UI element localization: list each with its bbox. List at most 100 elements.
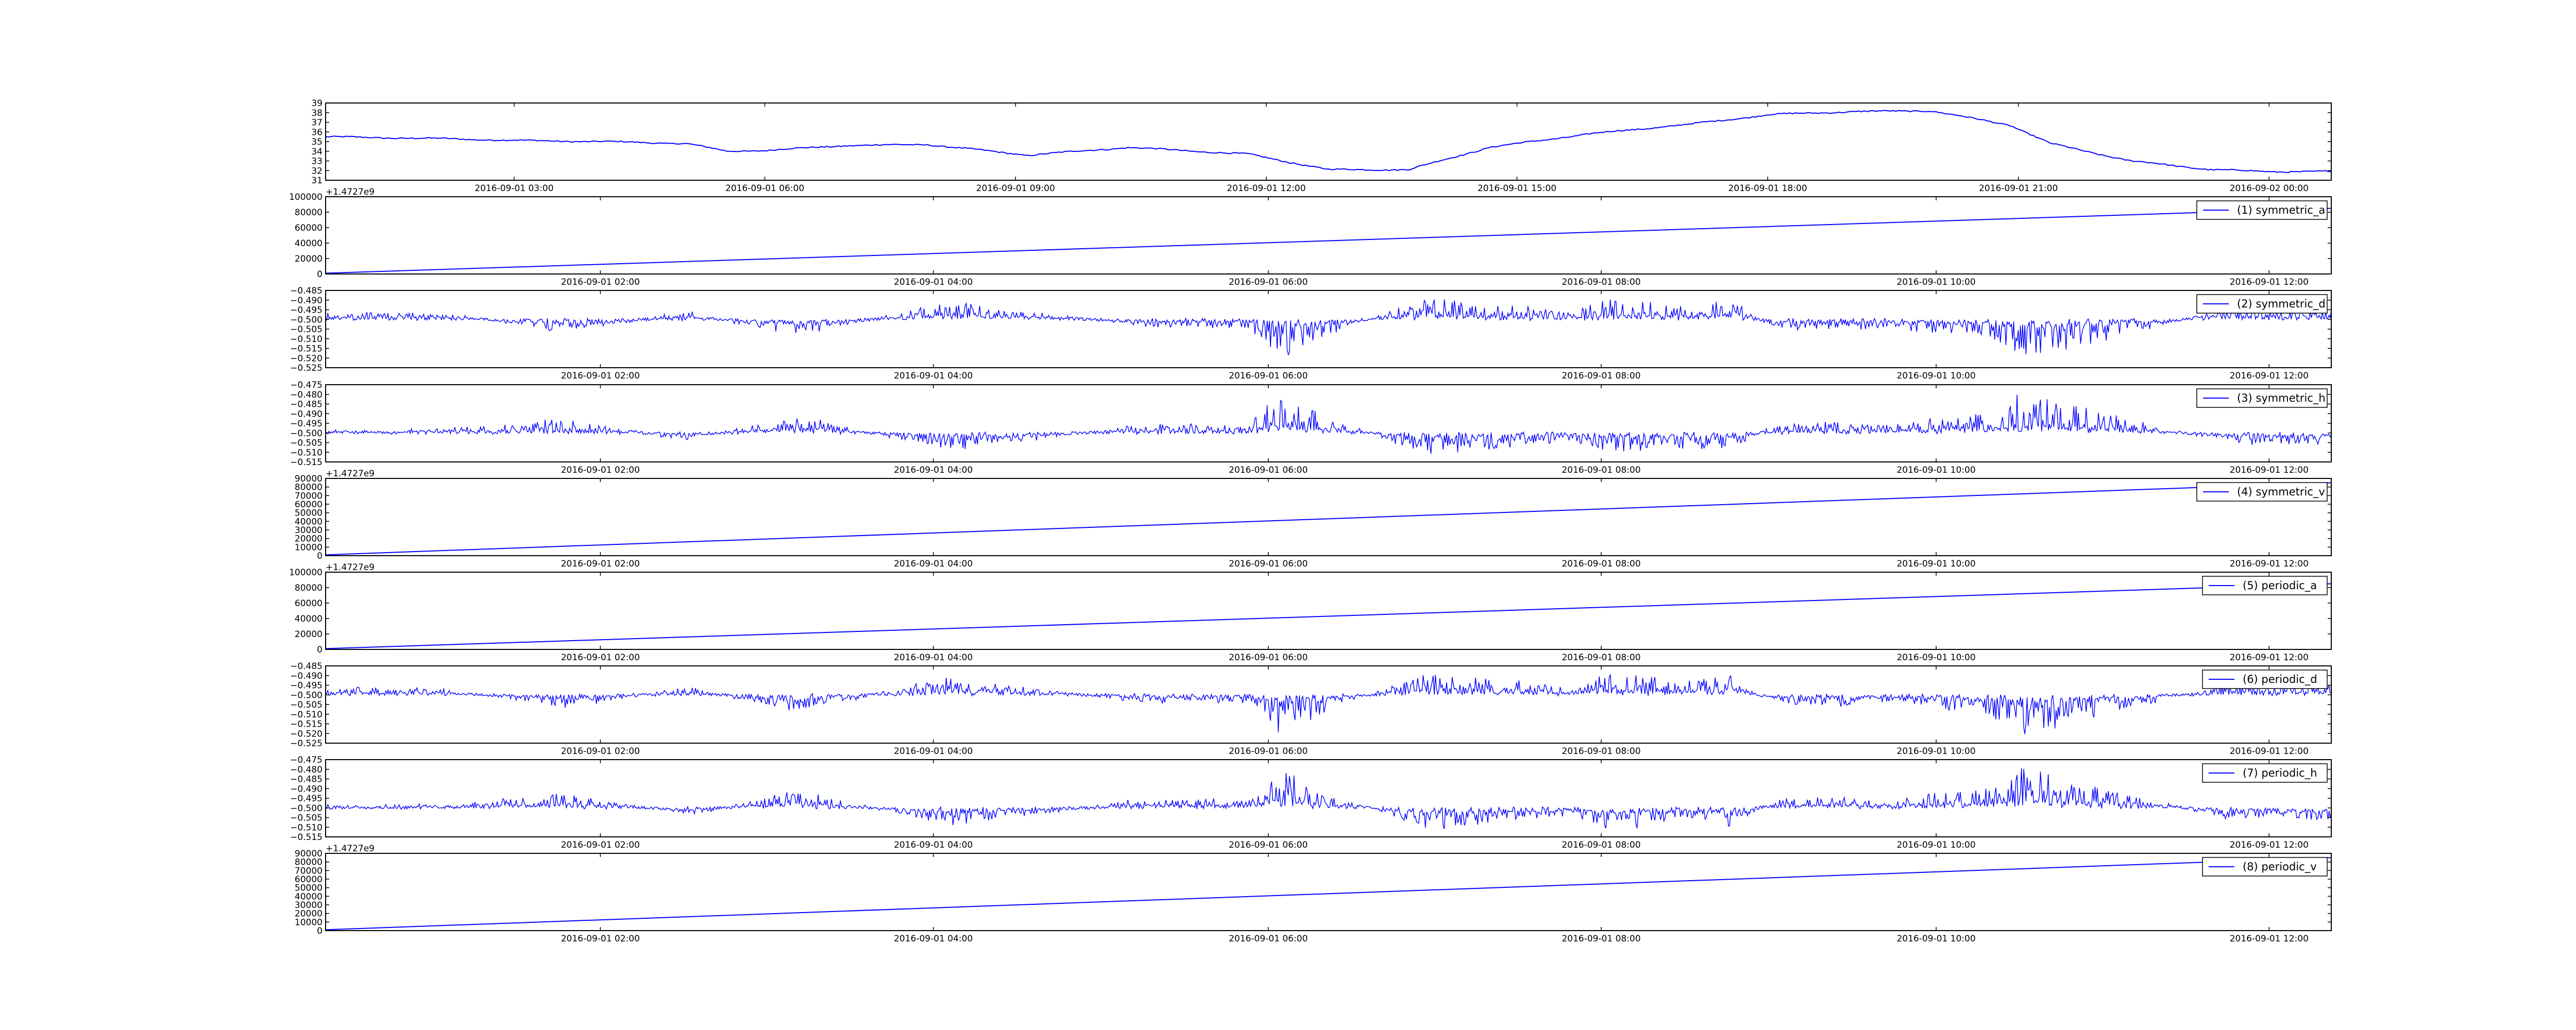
y-tick-label: 30000	[295, 900, 323, 911]
y-tick-label: −0.490	[290, 296, 323, 306]
y-tick-label: −0.520	[290, 353, 323, 364]
series-line	[326, 583, 2331, 649]
x-tick-label: 2016-09-01 02:00	[561, 934, 640, 944]
x-tick-label: 2016-09-01 04:00	[894, 653, 973, 663]
y-tick-label: −0.500	[290, 315, 323, 325]
y-tick-label: −0.525	[290, 363, 323, 373]
x-tick-label: 2016-09-01 10:00	[1896, 746, 1975, 757]
x-tick-label: 2016-09-01 06:00	[1229, 934, 1308, 944]
legend-label: (1) symmetric_a	[2237, 204, 2325, 217]
legend: (1) symmetric_a	[2196, 200, 2328, 220]
series-group	[326, 208, 2331, 274]
series-group	[326, 674, 2331, 734]
y-tick-label: −0.495	[290, 681, 323, 691]
series-line	[326, 857, 2331, 931]
axes-frame	[325, 478, 2332, 556]
y-tick-label: 40000	[295, 891, 323, 902]
legend-label: (4) symmetric_v	[2237, 486, 2325, 499]
y-tick-label: −0.525	[290, 739, 323, 749]
x-tick-label: 2016-09-01 08:00	[1562, 746, 1640, 757]
series-group	[326, 857, 2331, 931]
legend-label: (6) periodic_d	[2243, 673, 2317, 686]
series-group	[326, 482, 2331, 556]
y-tick-label: −0.510	[290, 822, 323, 833]
x-offset-label: +1.4727e9	[326, 562, 375, 573]
x-tick-label: 2016-09-01 12:00	[2230, 559, 2309, 569]
x-tick-label: 2016-09-01 10:00	[1896, 653, 1975, 663]
y-tick-label: 37	[311, 118, 323, 128]
x-tick-label: 2016-09-01 06:00	[1229, 465, 1308, 475]
y-tick-label: 35	[311, 137, 323, 147]
x-tick-label: 2016-09-01 15:00	[1478, 183, 1556, 194]
legend: (3) symmetric_h	[2196, 388, 2328, 408]
chart-panel-5: 0 20000 40000 60000 80000 100000 2016-09-01 02…	[289, 562, 2332, 663]
legend-label: (8) periodic_v	[2243, 861, 2317, 873]
y-tick-label: 40000	[295, 517, 323, 527]
y-tick-label: 90000	[295, 849, 323, 859]
x-tick-label: 2016-09-01 02:00	[561, 465, 640, 475]
x-tick-label: 2016-09-01 03:00	[474, 183, 553, 194]
legend-label: (3) symmetric_h	[2237, 392, 2326, 405]
series-line	[326, 110, 2331, 174]
y-tick-label: −0.510	[290, 710, 323, 720]
y-tick-label: 60000	[295, 874, 323, 885]
y-tick-label: −0.500	[290, 690, 323, 700]
y-tick-label: −0.505	[290, 700, 323, 710]
y-tick-label: 32	[311, 166, 323, 176]
x-tick-label: 2016-09-01 10:00	[1896, 465, 1975, 475]
y-tick-label: 36	[311, 127, 323, 138]
x-tick-label: 2016-09-01 04:00	[894, 277, 973, 287]
y-tick-label: 90000	[295, 474, 323, 484]
y-tick-label: −0.490	[290, 671, 323, 681]
x-offset-label: +1.4727e9	[326, 469, 375, 479]
y-tick-label: −0.480	[290, 390, 323, 400]
series-line	[326, 674, 2331, 734]
x-tick-label: 2016-09-01 04:00	[894, 934, 973, 944]
y-tick-label: 31	[311, 176, 323, 186]
y-tick-label: −0.500	[290, 428, 323, 439]
x-tick-label: 2016-09-02 00:00	[2230, 183, 2309, 194]
legend: (7) periodic_h	[2202, 763, 2328, 783]
x-offset-label: +1.4727e9	[326, 844, 375, 854]
legend-label: (5) periodic_a	[2243, 579, 2317, 592]
y-tick-label: −0.485	[290, 661, 323, 672]
x-tick-label: 2016-09-01 18:00	[1728, 183, 1807, 194]
x-tick-label: 2016-09-01 10:00	[1896, 840, 1975, 850]
y-tick-label: −0.515	[290, 719, 323, 730]
x-tick-label: 2016-09-01 04:00	[894, 559, 973, 569]
x-tick-label: 2016-09-01 10:00	[1896, 371, 1975, 381]
x-tick-label: 2016-09-01 08:00	[1562, 277, 1640, 287]
y-tick-label: 0	[317, 645, 323, 655]
y-tick-label: −0.480	[290, 765, 323, 775]
y-tick-label: 50000	[295, 508, 323, 519]
y-tick-label: −0.505	[290, 438, 323, 449]
y-tick-label: −0.515	[290, 344, 323, 354]
y-tick-label: 0	[317, 269, 323, 280]
y-tick-label: 34	[311, 147, 323, 157]
y-tick-label: 80000	[295, 583, 323, 593]
x-tick-label: 2016-09-01 02:00	[561, 277, 640, 287]
x-tick-label: 2016-09-01 04:00	[894, 746, 973, 757]
x-tick-label: 2016-09-01 06:00	[1229, 371, 1308, 381]
y-tick-label: 20000	[295, 534, 323, 544]
y-tick-label: 0	[317, 926, 323, 936]
x-tick-label: 2016-09-01 08:00	[1562, 653, 1640, 663]
y-tick-label: 0	[317, 551, 323, 561]
x-tick-label: 2016-09-01 02:00	[561, 840, 640, 850]
x-tick-label: 2016-09-01 06:00	[1229, 277, 1308, 287]
y-tick-label: −0.505	[290, 813, 323, 823]
series-group	[326, 394, 2331, 454]
x-tick-label: 2016-09-01 02:00	[561, 371, 640, 381]
x-tick-label: 2016-09-01 08:00	[1562, 934, 1640, 944]
x-tick-label: 2016-09-01 10:00	[1896, 277, 1975, 287]
y-tick-label: 40000	[295, 614, 323, 624]
x-tick-label: 2016-09-01 02:00	[561, 746, 640, 757]
chart-panel-7: −0.515−0.510−0.505−0.500−0.495−0.490−0.4…	[290, 755, 2332, 850]
y-tick-label: 40000	[295, 238, 323, 249]
y-tick-label: −0.475	[290, 755, 323, 765]
chart-panel-8: 0100002000030000400005000060000700008000…	[295, 844, 2332, 944]
y-tick-label: −0.485	[290, 400, 323, 410]
y-tick-label: −0.505	[290, 324, 323, 335]
y-tick-label: 60000	[295, 598, 323, 609]
